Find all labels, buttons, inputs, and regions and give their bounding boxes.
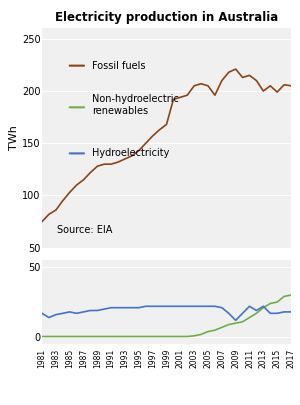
Text: Fossil fuels: Fossil fuels [92,61,145,70]
Title: Electricity production in Australia: Electricity production in Australia [55,11,278,24]
Text: Source: EIA: Source: EIA [57,224,112,234]
Y-axis label: TWh: TWh [9,126,19,151]
Text: Hydroelectricity: Hydroelectricity [92,148,169,158]
Text: Non-hydroelectric
renewables: Non-hydroelectric renewables [92,94,179,116]
